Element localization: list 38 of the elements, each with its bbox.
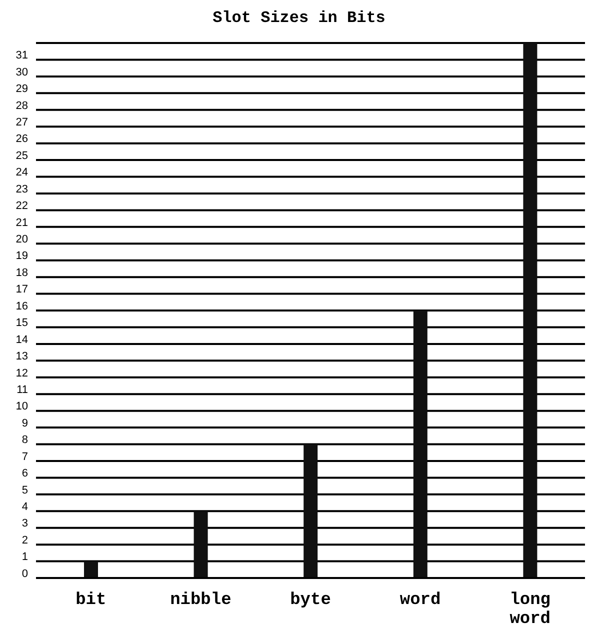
y-tick-label: 31 bbox=[16, 50, 28, 62]
x-tick-label: word bbox=[400, 591, 441, 610]
y-tick-label: 2 bbox=[22, 534, 28, 546]
y-tick-label: 24 bbox=[16, 166, 28, 179]
y-tick-label: 9 bbox=[22, 417, 28, 430]
y-tick-label: 10 bbox=[16, 400, 28, 413]
x-tick-label: byte bbox=[290, 591, 331, 610]
y-tick-label: 18 bbox=[16, 266, 28, 279]
y-tick-label: 13 bbox=[16, 350, 28, 363]
y-tick-label: 11 bbox=[16, 384, 28, 396]
y-tick-label: 0 bbox=[22, 568, 28, 580]
y-tick-label: 7 bbox=[22, 450, 28, 463]
y-tick-label: 15 bbox=[16, 317, 28, 330]
y-tick-label: 19 bbox=[16, 250, 28, 262]
y-tick-label: 20 bbox=[16, 234, 28, 246]
y-tick-label: 14 bbox=[16, 334, 28, 346]
y-tick-label: 3 bbox=[22, 518, 28, 530]
y-tick-label: 25 bbox=[16, 150, 28, 162]
y-tick-label: 17 bbox=[16, 284, 28, 296]
y-tick-label: 22 bbox=[16, 200, 28, 212]
y-tick-label: 1 bbox=[22, 551, 28, 564]
y-tick-label: 4 bbox=[22, 501, 28, 514]
x-tick-label: bit bbox=[76, 591, 106, 610]
y-tick-label: 30 bbox=[16, 66, 28, 78]
y-tick-label: 29 bbox=[16, 83, 28, 96]
y-tick-label: 27 bbox=[16, 116, 28, 128]
x-tick-label: nibble bbox=[170, 591, 232, 610]
y-tick-label: 6 bbox=[22, 468, 28, 480]
y-tick-label: 23 bbox=[16, 183, 28, 196]
y-tick-label: 12 bbox=[16, 367, 28, 380]
y-tick-label: 8 bbox=[22, 434, 28, 446]
chart-title: Slot Sizes in Bits bbox=[212, 8, 386, 29]
y-tick-label: 28 bbox=[16, 100, 28, 112]
y-tick-label: 26 bbox=[16, 133, 28, 146]
y-tick-label: 5 bbox=[22, 484, 28, 496]
y-tick-label: 21 bbox=[16, 216, 28, 229]
y-tick-label: 16 bbox=[16, 300, 28, 312]
x-tick-label: long word bbox=[510, 591, 551, 629]
